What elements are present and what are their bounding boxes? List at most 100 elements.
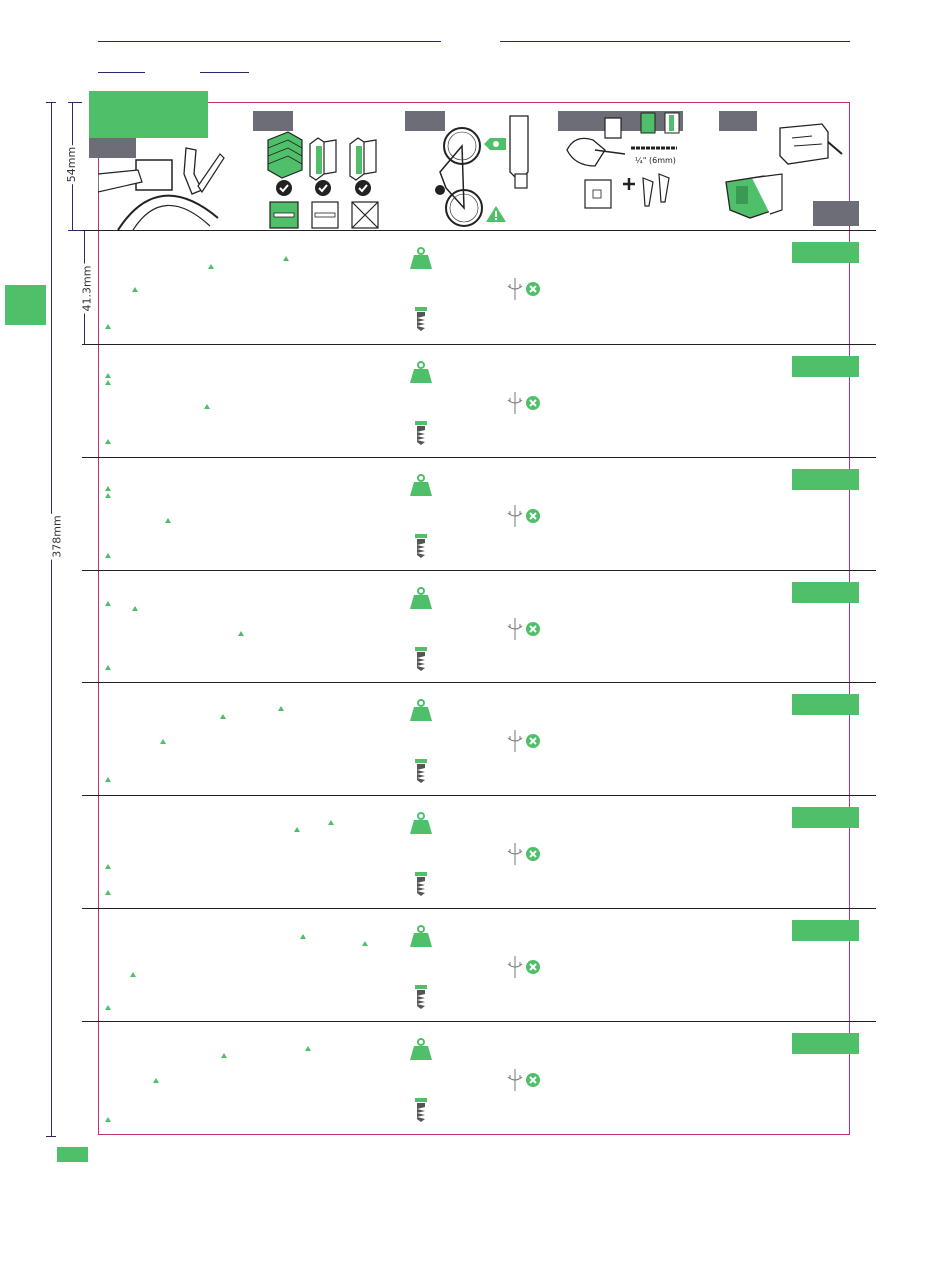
row-tab xyxy=(792,920,859,941)
wall-anchor-icon xyxy=(415,421,427,445)
dim-tick-bottom xyxy=(46,1136,56,1137)
row-separator-2 xyxy=(82,457,876,458)
chandelier-no-icon xyxy=(507,1069,540,1091)
triangle-marker-icon xyxy=(105,373,111,378)
triangle-marker-icon xyxy=(105,493,111,498)
chandelier-no-icon xyxy=(507,505,540,527)
triangle-marker-icon xyxy=(105,380,111,385)
triangle-marker-icon xyxy=(238,631,244,636)
triangle-marker-icon xyxy=(160,739,166,744)
weight-icon xyxy=(410,361,432,383)
weight-icon xyxy=(410,587,432,609)
dim-label-row: 41.3mm xyxy=(80,263,94,314)
triangle-marker-icon xyxy=(105,890,111,895)
drill-illustration: ¼" (6mm) xyxy=(566,112,680,209)
dim-tick-h1 xyxy=(68,102,82,103)
short-rule-1 xyxy=(98,72,145,73)
top-rule-right xyxy=(500,41,850,42)
wall-anchor-icon xyxy=(415,872,427,896)
row-separator-3 xyxy=(82,570,876,571)
header-sublabel-1 xyxy=(89,138,136,158)
wall-anchor-icon xyxy=(415,534,427,558)
triangle-marker-icon xyxy=(105,1117,111,1122)
triangle-marker-icon xyxy=(105,601,111,606)
chandelier-no-icon xyxy=(507,730,540,752)
row-separator-0 xyxy=(82,230,876,231)
check-circle-icon xyxy=(276,180,292,196)
svg-text:¼" (6mm): ¼" (6mm) xyxy=(635,156,676,165)
short-rule-2 xyxy=(200,72,249,73)
triangle-marker-icon xyxy=(105,553,111,558)
triangle-marker-icon xyxy=(278,706,284,711)
row-separator-4 xyxy=(82,682,876,683)
wall-anchor-icon xyxy=(415,985,427,1009)
footer-tab xyxy=(57,1147,88,1162)
dim-label-total: 378mm xyxy=(50,513,64,560)
dim-tick-top xyxy=(46,102,56,103)
header-label-5 xyxy=(719,111,757,131)
print-frame xyxy=(98,102,850,1135)
row-separator-6 xyxy=(82,908,876,909)
wall-types-illustration xyxy=(267,131,379,229)
weight-icon xyxy=(410,1038,432,1060)
triangle-marker-icon xyxy=(105,777,111,782)
row-tab xyxy=(792,807,859,828)
weight-icon xyxy=(410,812,432,834)
chandelier-no-icon xyxy=(507,392,540,414)
chandelier-no-icon xyxy=(507,956,540,978)
wall-anchor-icon xyxy=(415,1098,427,1122)
triangle-marker-icon xyxy=(130,972,136,977)
dim-tick-h2 xyxy=(68,230,82,231)
holder-illustration xyxy=(725,123,843,219)
triangle-marker-icon xyxy=(221,1053,227,1058)
triangle-marker-icon xyxy=(105,665,111,670)
triangle-marker-icon xyxy=(208,264,214,269)
row-separator-1 xyxy=(82,344,876,345)
triangle-marker-icon xyxy=(132,287,138,292)
triangle-marker-icon xyxy=(283,256,289,261)
weight-icon xyxy=(410,925,432,947)
dim-label-header: 54mm xyxy=(65,144,79,185)
wall-anchor-icon xyxy=(415,647,427,671)
row-tab xyxy=(792,694,859,715)
row-tab xyxy=(792,242,859,263)
row-tab xyxy=(792,582,859,603)
triangle-marker-icon xyxy=(294,827,300,832)
chandelier-no-icon xyxy=(507,843,540,865)
top-rule-left xyxy=(98,41,441,42)
header-label-6 xyxy=(813,201,859,226)
weight-icon xyxy=(410,699,432,721)
triangle-marker-icon xyxy=(300,934,306,939)
row-tab xyxy=(792,1033,859,1054)
header-title-block xyxy=(89,91,208,138)
row-separator-7 xyxy=(82,1021,876,1022)
triangle-marker-icon xyxy=(328,820,334,825)
triangle-marker-icon xyxy=(305,1046,311,1051)
triangle-marker-icon xyxy=(204,404,210,409)
dim-guide-total xyxy=(51,102,52,1137)
chandelier-no-icon xyxy=(507,278,540,300)
row-separator-5 xyxy=(82,795,876,796)
row-tab xyxy=(792,356,859,377)
wall-anchor-icon xyxy=(415,759,427,783)
weight-icon xyxy=(410,247,432,269)
weight-icon xyxy=(410,474,432,496)
bike-wall-illustration xyxy=(435,115,529,227)
triangle-marker-icon xyxy=(220,714,226,719)
triangle-marker-icon xyxy=(105,864,111,869)
triangle-marker-icon xyxy=(105,486,111,491)
triangle-marker-icon xyxy=(105,324,111,329)
row-tab xyxy=(792,469,859,490)
tire-measure-illustration xyxy=(98,147,225,230)
wall-anchor-icon xyxy=(415,307,427,331)
triangle-marker-icon xyxy=(165,518,171,523)
triangle-marker-icon xyxy=(105,1005,111,1010)
triangle-marker-icon xyxy=(132,606,138,611)
triangle-marker-icon xyxy=(153,1078,159,1083)
side-tab xyxy=(5,285,46,325)
header-label-3 xyxy=(405,111,445,131)
header-label-2 xyxy=(253,111,293,131)
triangle-marker-icon xyxy=(105,439,111,444)
chandelier-no-icon xyxy=(507,618,540,640)
triangle-marker-icon xyxy=(362,941,368,946)
